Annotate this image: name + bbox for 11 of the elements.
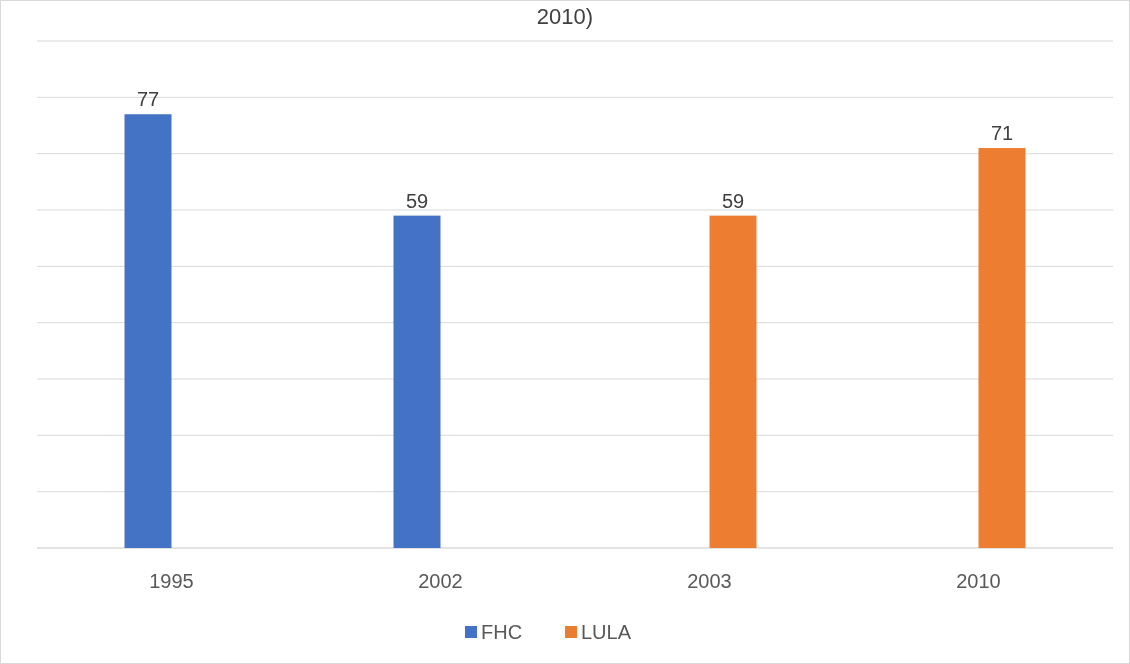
data-label: 71 [990,122,1014,145]
x-tick-label: 2010 [956,570,1001,592]
data-label: 77 [136,88,160,111]
x-tick-label: 2003 [687,570,732,592]
legend-label: LULA [581,621,632,643]
x-tick-label: 1995 [149,570,194,592]
legend-label: FHC [481,621,523,643]
data-label: 59 [721,189,745,212]
chart-title: 2010) [536,4,594,29]
x-tick-label: 2002 [418,570,463,592]
data-label: 59 [405,189,429,212]
